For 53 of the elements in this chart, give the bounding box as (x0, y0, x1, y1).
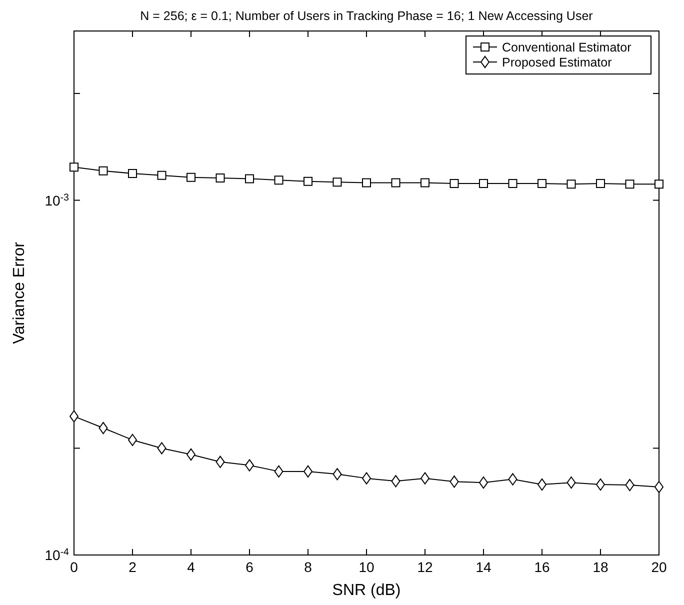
x-tick-label: 14 (476, 559, 492, 575)
point (420, 472, 430, 484)
point (625, 478, 634, 492)
point (332, 178, 342, 187)
point (479, 178, 488, 188)
point (450, 178, 459, 188)
point (362, 178, 371, 188)
x-tick-label: 18 (592, 559, 608, 575)
point (450, 476, 459, 488)
legend-label: Conventional Estimator (502, 40, 632, 54)
point (216, 174, 225, 183)
y-axis-title: Variance Error (11, 241, 28, 344)
point (70, 162, 78, 172)
point (596, 178, 605, 188)
point (98, 166, 108, 176)
y-tick-label: 10$^{-4}$ (44, 546, 70, 563)
x-tick-label: 0 (70, 559, 78, 575)
point (508, 473, 518, 486)
point (362, 472, 371, 484)
x-axis-title: SNR (dB) (332, 582, 401, 599)
point (245, 459, 254, 472)
x-tick-label: 16 (534, 559, 550, 575)
point (157, 442, 166, 454)
point (420, 178, 430, 188)
x-tick-label: 6 (246, 559, 254, 575)
point (332, 468, 342, 480)
point (157, 170, 166, 180)
point (304, 176, 312, 186)
x-tick-label: 12 (417, 559, 433, 575)
point (538, 178, 546, 188)
point (508, 178, 518, 188)
point (216, 456, 225, 468)
y-tick-label: 10$^{-3}$ (44, 192, 70, 208)
x-tick-label: 2 (128, 559, 137, 575)
point (128, 168, 137, 178)
x-tick-label: 10 (358, 559, 374, 575)
x-tick-label: 8 (304, 559, 312, 575)
x-tick-label: 20 (651, 559, 667, 575)
point (654, 180, 664, 189)
point (245, 174, 254, 184)
point (566, 180, 576, 189)
point (70, 410, 78, 422)
point (98, 422, 108, 434)
legend-label: Proposed Estimator (502, 56, 612, 70)
point (625, 180, 634, 189)
point (391, 178, 400, 188)
point (391, 475, 400, 488)
chart-title: N = 256; ε = 0.1; Number of Users in Tracking Phase = 16; 1 New Accessing User (140, 9, 593, 23)
point (566, 476, 576, 489)
x-tick-label: 4 (187, 559, 196, 575)
point (186, 172, 196, 182)
point (274, 176, 284, 185)
point (274, 465, 284, 478)
